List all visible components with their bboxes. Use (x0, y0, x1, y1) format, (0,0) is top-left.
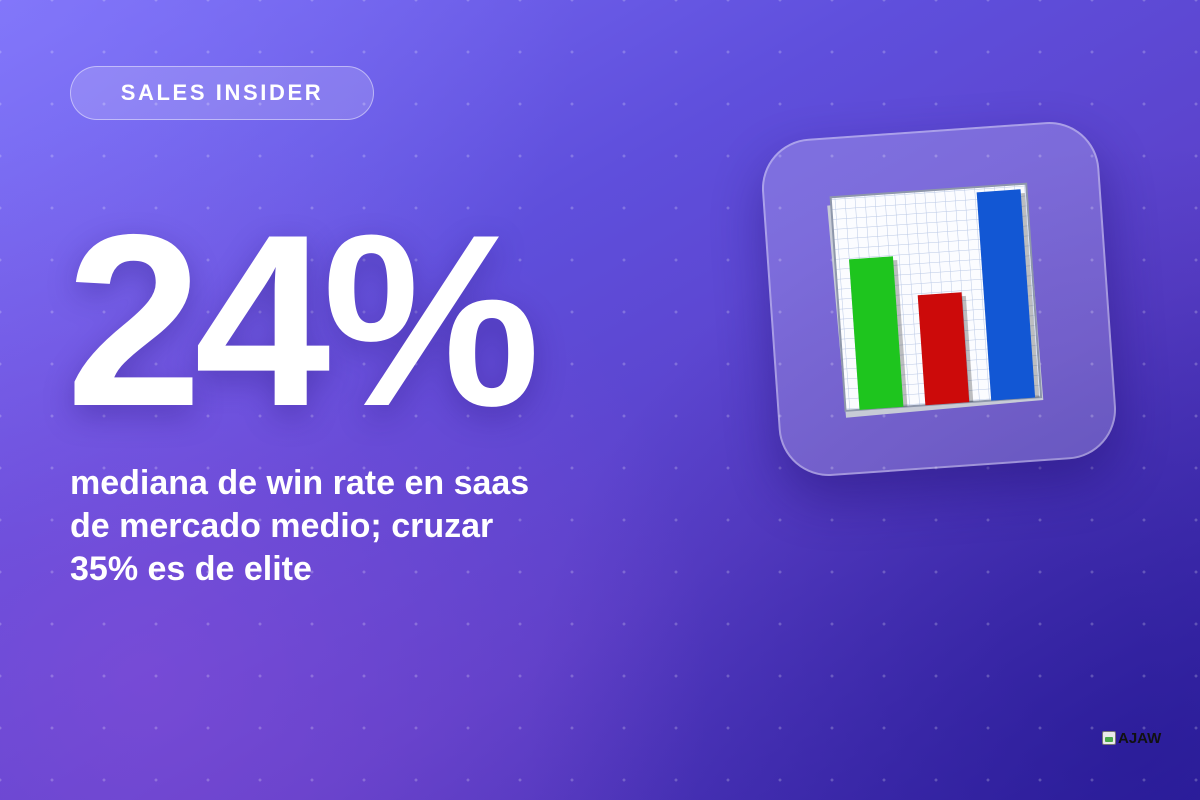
bar-chart-icon (827, 182, 1044, 418)
icon-bar-1 (849, 256, 904, 410)
icon-card (758, 118, 1120, 480)
chart-bars (849, 189, 1040, 410)
stat-caption: mediana de win rate en saas de mercado m… (70, 462, 690, 591)
caption-line-1: mediana de win rate en saas (70, 464, 530, 502)
brand-logo: AJAW (1102, 728, 1161, 748)
logo-label: AJAW (1118, 729, 1162, 747)
caption-line-2: de mercado medio; cruzar (70, 507, 494, 545)
badge-label: SALES INSIDER (120, 80, 324, 105)
icon-bar-2 (917, 292, 970, 406)
broken-image-icon (1102, 731, 1116, 745)
icon-bar-3 (976, 189, 1036, 401)
caption-line-3: 35% es de elite (70, 550, 312, 588)
category-badge: SALES INSIDER (70, 66, 374, 120)
headline-stat: 24% (66, 183, 540, 457)
